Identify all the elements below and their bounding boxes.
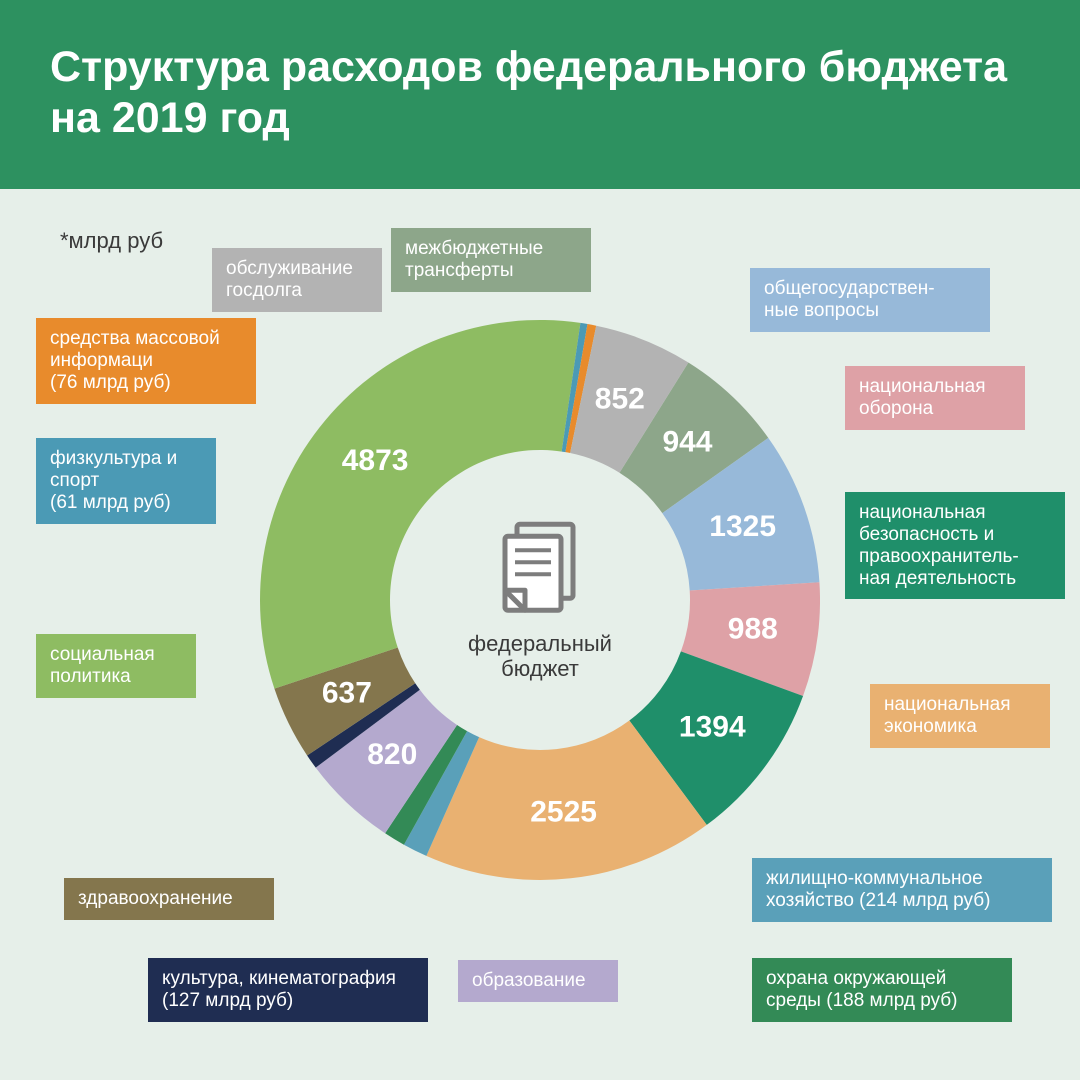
- chart-center-label: федеральныйбюджет: [430, 631, 650, 682]
- slice-value-economy: 2525: [530, 796, 597, 829]
- label-health: здравоохранение: [64, 878, 274, 920]
- label-env: охрана окружающей среды (188 млрд руб): [752, 958, 1012, 1022]
- label-defense: национальная оборона: [845, 366, 1025, 430]
- label-general: общегосударствен-ные вопросы: [750, 268, 990, 332]
- label-media: средства массовой информаци(76 млрд руб): [36, 318, 256, 404]
- label-social: социальная политика: [36, 634, 196, 698]
- slice-value-education: 820: [367, 738, 417, 771]
- label-culture: культура, кинематография (127 млрд руб): [148, 958, 428, 1022]
- slice-value-security: 1394: [679, 711, 746, 744]
- label-education: образование: [458, 960, 618, 1002]
- label-sport: физкультура и спорт(61 млрд руб): [36, 438, 216, 524]
- unit-note: *млрд руб: [60, 228, 163, 254]
- document-icon: [495, 518, 585, 618]
- slice-value-health: 637: [322, 676, 372, 709]
- page-title: Структура расходов федерального бюджета …: [50, 42, 1030, 143]
- header-banner: Структура расходов федерального бюджета …: [0, 0, 1080, 189]
- donut-chart: 944 1325 988 1394 2525 820 637 4873 852 федераль…: [260, 320, 820, 880]
- slice-value-defense: 988: [728, 613, 778, 646]
- slice-value-debt: 852: [595, 382, 645, 415]
- label-housing: жилищно-коммунальное хозяйство (214 млрд…: [752, 858, 1052, 922]
- label-economy: национальная экономика: [870, 684, 1050, 748]
- slice-value-general: 1325: [709, 510, 776, 543]
- label-debt: обслуживание госдолга: [212, 248, 382, 312]
- slice-value-intergov: 944: [662, 425, 712, 458]
- label-security: национальная безопасность и правоохранит…: [845, 492, 1065, 599]
- chart-center: федеральныйбюджет: [430, 518, 650, 682]
- slice-value-social: 4873: [342, 444, 409, 477]
- label-intergov: межбюджетные трансферты: [391, 228, 591, 292]
